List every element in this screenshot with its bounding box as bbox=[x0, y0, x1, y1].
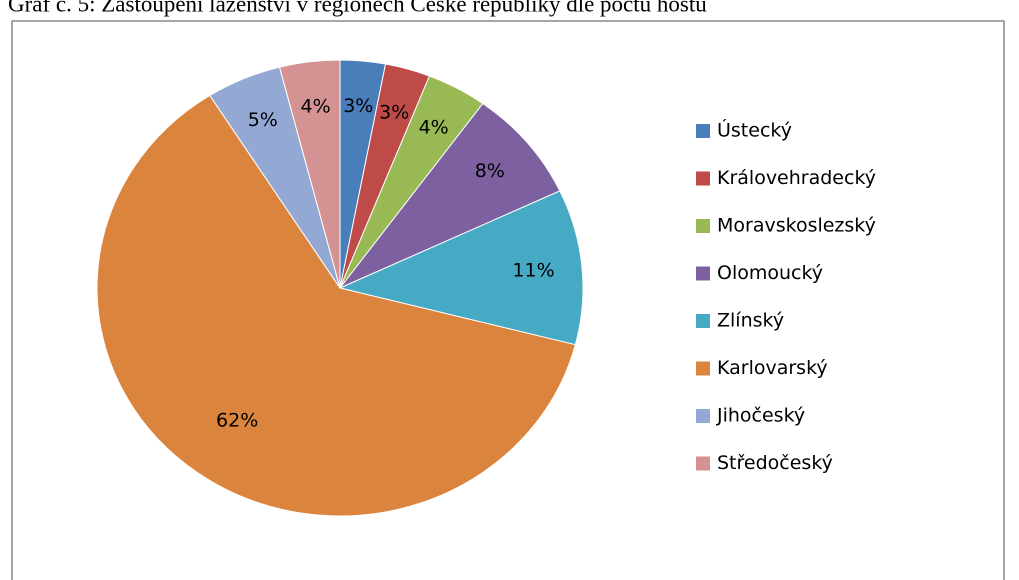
pie-slice bbox=[96, 94, 576, 517]
legend-swatch bbox=[696, 314, 710, 328]
data-label: 5% bbox=[248, 109, 278, 131]
legend-swatch bbox=[696, 266, 710, 281]
legend-swatch bbox=[696, 124, 710, 138]
pie-slice bbox=[339, 102, 561, 289]
data-label: 11% bbox=[512, 259, 554, 281]
legend-label: Středočeský bbox=[717, 452, 833, 474]
data-label: 4% bbox=[301, 96, 331, 118]
legend-label: Ústecký bbox=[717, 118, 792, 142]
chart-title: Graf č. 5: Zastoupení lázeňství v region… bbox=[8, 0, 707, 16]
legend-label: Moravskoslezský bbox=[717, 215, 876, 237]
data-label: 3% bbox=[343, 95, 373, 117]
data-label: 3% bbox=[379, 101, 409, 123]
legend-swatch bbox=[696, 456, 710, 471]
data-label: 4% bbox=[419, 117, 449, 139]
pie-slice bbox=[278, 59, 341, 289]
legend-label: Královehradecký bbox=[717, 167, 876, 189]
legend-label: Olomoucký bbox=[717, 262, 823, 284]
legend-label: Karlovarský bbox=[717, 357, 828, 379]
legend-label: Jihočeský bbox=[716, 405, 805, 427]
legend-label: Zlínský bbox=[717, 310, 784, 332]
legend-swatch bbox=[696, 219, 710, 233]
pie-slice bbox=[338, 190, 584, 346]
data-label: 8% bbox=[475, 160, 505, 182]
legend-swatch bbox=[696, 409, 710, 423]
legend-swatch bbox=[696, 171, 710, 186]
data-label: 62% bbox=[216, 409, 258, 431]
legend-swatch bbox=[696, 361, 710, 376]
